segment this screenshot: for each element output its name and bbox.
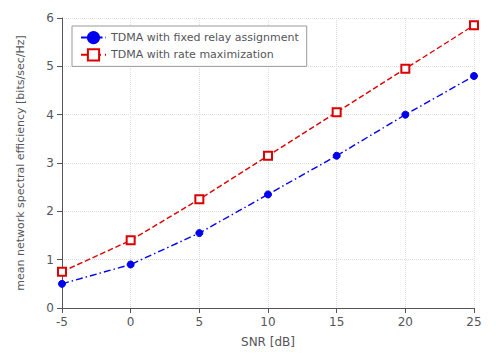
- svg-text:mean network spectral efficien: mean network spectral efficiency [bits/s…: [14, 35, 27, 291]
- svg-text:5: 5: [46, 59, 54, 73]
- svg-text:0: 0: [127, 315, 135, 329]
- svg-text:SNR [dB]: SNR [dB]: [241, 335, 295, 349]
- svg-text:15: 15: [329, 315, 344, 329]
- svg-text:0: 0: [46, 301, 54, 315]
- svg-text:2: 2: [46, 204, 54, 218]
- svg-text:4: 4: [46, 108, 54, 122]
- svg-text:20: 20: [398, 315, 413, 329]
- svg-text:6: 6: [46, 11, 54, 25]
- svg-text:TDMA with rate maximization: TDMA with rate maximization: [110, 48, 274, 61]
- svg-text:10: 10: [260, 315, 275, 329]
- svg-text:5: 5: [196, 315, 204, 329]
- svg-text:TDMA with fixed relay assignme: TDMA with fixed relay assignment: [110, 31, 299, 44]
- svg-text:3: 3: [46, 156, 54, 170]
- svg-text:-5: -5: [56, 315, 68, 329]
- svg-text:25: 25: [466, 315, 481, 329]
- svg-text:1: 1: [46, 253, 54, 267]
